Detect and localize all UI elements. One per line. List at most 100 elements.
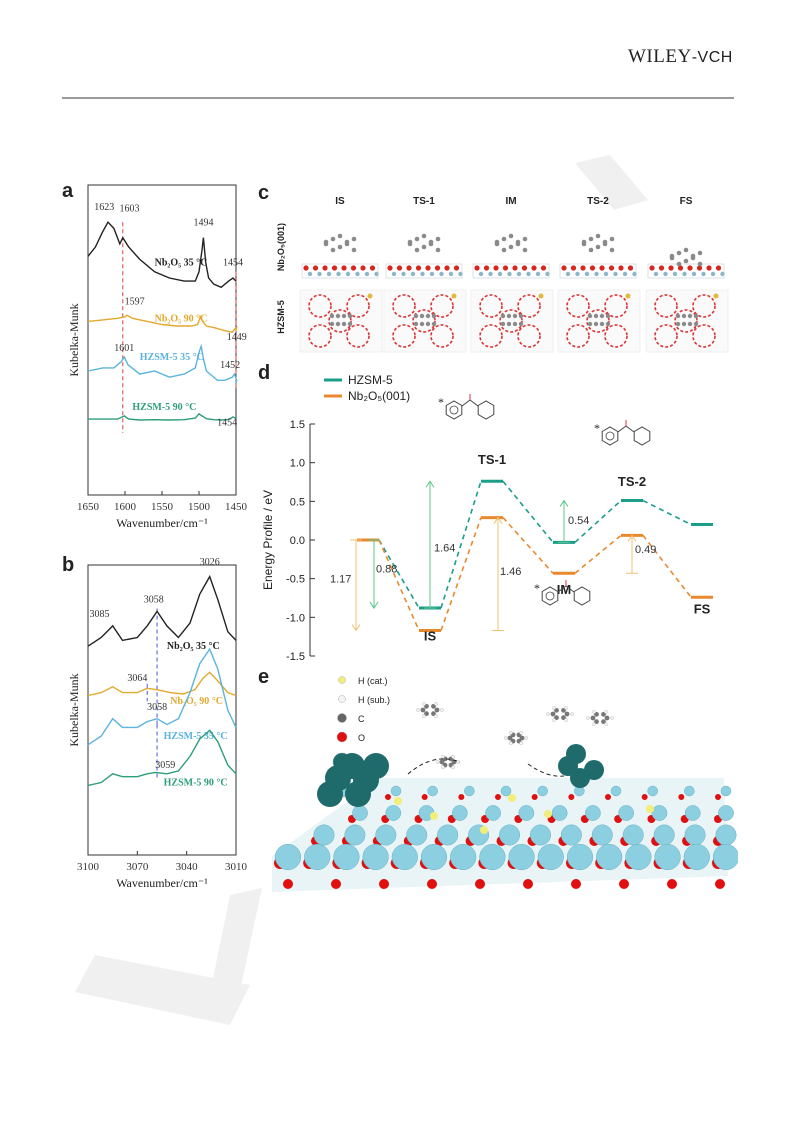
x-tick-label: 1550 xyxy=(151,501,174,513)
y-tick-label: 0.0 xyxy=(290,535,305,547)
atom-o xyxy=(322,265,328,271)
atom-c xyxy=(609,236,615,242)
atom-nb xyxy=(375,824,397,846)
atom-h-sub xyxy=(422,702,426,706)
benzene xyxy=(586,710,614,726)
energy-connector xyxy=(378,539,420,631)
atom-o xyxy=(677,265,684,271)
nb2o5-structure xyxy=(472,233,550,279)
asterisk: * xyxy=(438,395,444,409)
atom-c xyxy=(435,236,441,242)
atom-o xyxy=(421,794,428,800)
atom-c xyxy=(335,321,341,327)
atom-c xyxy=(330,236,336,242)
x-tick-label: 3010 xyxy=(225,861,248,873)
atom-o xyxy=(387,265,393,271)
atom-nb xyxy=(610,785,622,797)
atom-ru xyxy=(566,744,586,764)
hzsm5-structure xyxy=(383,289,467,353)
atom-nb xyxy=(317,271,322,277)
atom-c xyxy=(507,735,513,741)
peak-label: 1449 xyxy=(227,332,247,343)
atom-nb xyxy=(336,271,341,277)
atom-nb xyxy=(499,824,520,846)
column-label: TS-2 xyxy=(587,196,609,207)
atom-o xyxy=(396,265,403,271)
atom-c xyxy=(329,313,335,319)
atom-nb xyxy=(362,843,389,871)
zeolite-ring xyxy=(328,309,352,333)
peak-label: 3058 xyxy=(144,595,164,606)
atom-o xyxy=(493,265,499,271)
zeolite-ring xyxy=(674,309,698,333)
peak-label: 1603 xyxy=(119,203,139,214)
nb2o5-structure xyxy=(385,233,463,279)
barrier-label: 1.17 xyxy=(330,574,351,586)
series-label: Nb₂O₅ 35 °C xyxy=(155,258,208,269)
atom-si xyxy=(367,293,373,299)
atom-c xyxy=(407,241,413,247)
atom-h-sub xyxy=(519,741,523,745)
atom-nb xyxy=(464,785,475,797)
legend-entry: Nb₂O₅(001) xyxy=(348,389,410,403)
atom-c xyxy=(693,321,699,327)
atom-nb xyxy=(632,271,637,277)
atom-c xyxy=(351,236,357,242)
x-axis-label: Wavenumber/cm⁻¹ xyxy=(116,876,208,890)
atom-si xyxy=(713,293,719,299)
atom-c xyxy=(501,247,507,253)
atom-nb xyxy=(683,843,710,871)
atom-o xyxy=(658,265,665,271)
atom-o xyxy=(385,794,391,800)
atom-nb xyxy=(584,271,590,277)
energy-connector xyxy=(642,534,692,598)
atom-nb xyxy=(591,824,613,846)
atom-c xyxy=(588,236,594,242)
atom-h-sub xyxy=(451,755,455,759)
atom-h-sub xyxy=(546,712,550,716)
peak-label: 1601 xyxy=(114,343,134,354)
slab xyxy=(385,263,463,279)
atom-h-sub xyxy=(441,755,445,759)
arrow-head xyxy=(559,499,569,507)
y-tick-label: -0.5 xyxy=(286,574,305,586)
benzene xyxy=(503,731,529,745)
zeolite-ring xyxy=(692,324,716,348)
state-label: IS xyxy=(424,629,437,644)
atom-o xyxy=(303,265,309,271)
atom-o xyxy=(641,794,648,800)
atom-h-sub xyxy=(435,760,440,764)
atom-nb xyxy=(345,271,351,277)
atom-c xyxy=(413,321,419,327)
atom-o xyxy=(434,265,441,271)
atom-nb xyxy=(420,271,425,277)
atom-h-sub xyxy=(610,716,614,720)
series-line xyxy=(87,671,237,697)
atom-ru xyxy=(317,781,343,807)
atom-o xyxy=(453,265,460,271)
atom-h-sub xyxy=(570,712,574,716)
atom-nb xyxy=(566,843,594,871)
benzene xyxy=(416,702,444,718)
atom-nb xyxy=(622,824,644,846)
atom-o xyxy=(605,794,611,800)
atom-nb xyxy=(274,843,302,871)
atom-c xyxy=(425,313,431,319)
atom-nb xyxy=(507,271,512,277)
atom-nb xyxy=(420,843,448,871)
panel-label-b: b xyxy=(62,554,75,576)
atom-o xyxy=(568,794,575,800)
atom-c xyxy=(683,258,689,264)
x-tick-label: 3070 xyxy=(126,861,149,873)
atom-o xyxy=(599,265,605,271)
zeolite-ring xyxy=(392,294,416,318)
panel-e-surface: H (cat.)H (sub.)CORuNb xyxy=(272,676,738,892)
publisher-suffix: -VCH xyxy=(691,49,733,66)
atom-c xyxy=(522,247,528,253)
zeolite-ring xyxy=(308,324,332,348)
atom-nb xyxy=(390,785,402,797)
atom-o xyxy=(627,265,634,271)
atom-c xyxy=(581,241,587,247)
atom-h-sub xyxy=(509,731,513,735)
